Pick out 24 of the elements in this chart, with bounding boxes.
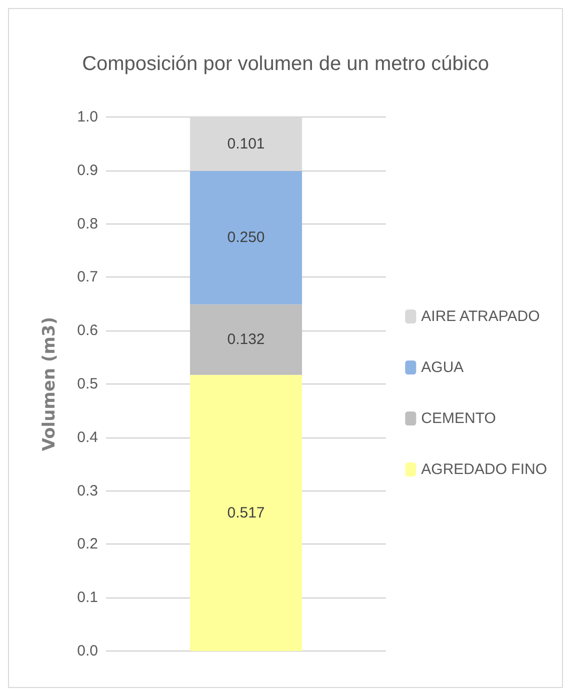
data-label: 0.517 [227, 504, 265, 522]
y-tick-label: 1.0 [77, 108, 98, 126]
y-tick-label: 0.7 [77, 268, 98, 286]
legend-label: AIRE ATRAPADO [421, 308, 540, 325]
bar [190, 374, 302, 651]
y-tick-label: 0.5 [77, 376, 98, 392]
y-axis-title: Volumen (m3) [40, 316, 60, 452]
legend-label: CEMENTO [421, 410, 496, 427]
y-tick-label: 0.1 [77, 589, 98, 606]
data-label: 0.250 [227, 229, 265, 246]
legend-label: AGUA [421, 359, 464, 376]
bar [190, 304, 302, 375]
bar [190, 170, 302, 304]
y-tick-label: 0.4 [77, 428, 98, 446]
chart-title: Composición por volumen de un metro cúbico [82, 53, 489, 75]
y-tick-label: 0.2 [77, 536, 98, 553]
legend-label: AGREDADO FINO [421, 461, 548, 478]
data-label: 0.132 [227, 331, 265, 348]
y-tick-label: 0.8 [77, 215, 98, 232]
y-tick-label: 0.9 [77, 162, 98, 179]
y-tick-label: 0.3 [77, 482, 98, 500]
y-tick-label: 0.6 [77, 322, 98, 340]
data-label: 0.101 [227, 135, 265, 152]
y-tick-label: 0.0 [77, 642, 98, 660]
